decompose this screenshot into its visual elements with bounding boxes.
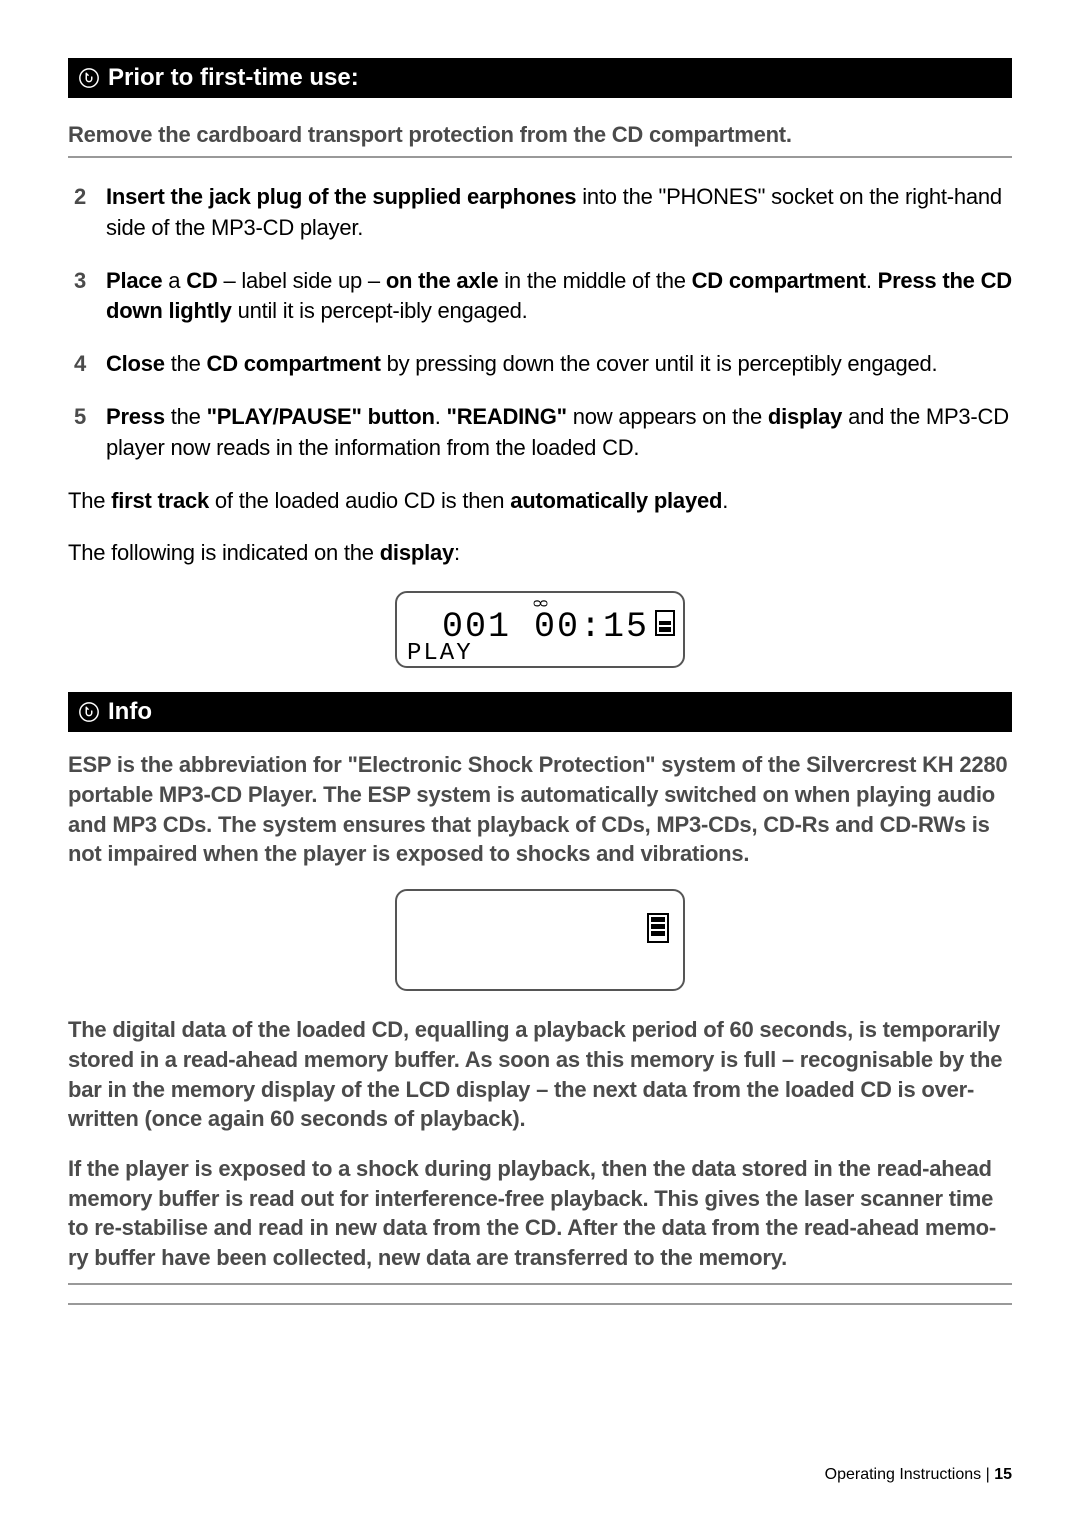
step-num: 4 (68, 349, 86, 380)
text: The (68, 488, 111, 513)
step-bold: Press (106, 404, 165, 429)
step-plain: – label side up – (218, 268, 386, 293)
para-following: The following is indicated on the displa… (68, 538, 1012, 569)
step-5: 5 Press the "PLAY/PAUSE" button. "READIN… (68, 402, 1012, 464)
lcd-digits: 001 00:15 (405, 610, 675, 644)
step-plain: in the middle of the (498, 268, 691, 293)
lcd-display-2 (68, 889, 1012, 991)
section1-title: Prior to first-time use: (108, 64, 359, 92)
steps-list: 2 Insert the jack plug of the supplied e… (68, 182, 1012, 464)
step-text: Press the "PLAY/PAUSE" button. "READING"… (106, 402, 1012, 464)
hand-icon (78, 701, 100, 723)
text: of the loaded audio CD is then (209, 488, 510, 513)
step-plain: the (165, 351, 207, 376)
text: : (454, 540, 460, 565)
page-footer: Operating Instructions | 15 (825, 1466, 1012, 1484)
section2-title: Info (108, 698, 152, 726)
step-text: Insert the jack plug of the supplied ear… (106, 182, 1012, 244)
step-bold: CD (186, 268, 217, 293)
step-num: 2 (68, 182, 86, 244)
step-2: 2 Insert the jack plug of the supplied e… (68, 182, 1012, 244)
info-paragraph-3: If the player is exposed to a shock duri… (68, 1154, 1012, 1273)
info-paragraph-2: The digital data of the loaded CD, equal… (68, 1015, 1012, 1134)
lcd-box: ᴑᴑ 001 00:15 PLAY (395, 591, 685, 668)
text-bold: display (380, 540, 454, 565)
hand-icon (78, 67, 100, 89)
section-header-info: Info (68, 692, 1012, 732)
text: The following is indicated on the (68, 540, 380, 565)
step-bold: "PLAY/PAUSE" button (207, 404, 435, 429)
lcd-box-2 (395, 889, 685, 991)
step-bold: display (768, 404, 842, 429)
step-4: 4 Close the CD compartment by pressing d… (68, 349, 1012, 380)
step-num: 5 (68, 402, 86, 464)
step-bold: "READING" (447, 404, 567, 429)
buffer-icon (655, 610, 675, 644)
step-bold: CD compartment (692, 268, 866, 293)
step-text: Close the CD compartment by pressing dow… (106, 349, 937, 380)
para-first-track: The first track of the loaded audio CD i… (68, 486, 1012, 517)
step-num: 3 (68, 266, 86, 328)
step-plain: . (435, 404, 447, 429)
step-bold: Insert the jack plug of the supplied ear… (106, 184, 576, 209)
step-plain: now appears on the (567, 404, 768, 429)
step-text: Place a CD – label side up – on the axle… (106, 266, 1012, 328)
info-paragraph-1: ESP is the abbreviation for "Electronic … (68, 750, 1012, 869)
step-plain: until it is percept-ibly engaged. (232, 298, 528, 323)
lcd-display-1: ᴑᴑ 001 00:15 PLAY (68, 591, 1012, 668)
text-bold: automatically played (510, 488, 722, 513)
step-bold: CD compartment (207, 351, 381, 376)
step-plain: a (162, 268, 186, 293)
text-bold: first track (111, 488, 209, 513)
lcd-digit-text: 001 00:15 (442, 611, 649, 644)
step-plain: the (165, 404, 207, 429)
step-plain: . (866, 268, 878, 293)
step-bold: Close (106, 351, 165, 376)
step-plain: by pressing down the cover until it is p… (381, 351, 938, 376)
divider (68, 156, 1012, 158)
divider (68, 1303, 1012, 1305)
step-3: 3 Place a CD – label side up – on the ax… (68, 266, 1012, 328)
text: . (722, 488, 728, 513)
intro-text: Remove the cardboard transport protectio… (68, 122, 1012, 148)
step-bold: on the axle (386, 268, 499, 293)
section-header-prior: Prior to first-time use: (68, 58, 1012, 98)
step-bold: Place (106, 268, 162, 293)
divider (68, 1283, 1012, 1285)
buffer-icon (647, 913, 669, 948)
page-number: 15 (994, 1466, 1012, 1483)
footer-label: Operating Instructions | (825, 1466, 995, 1483)
